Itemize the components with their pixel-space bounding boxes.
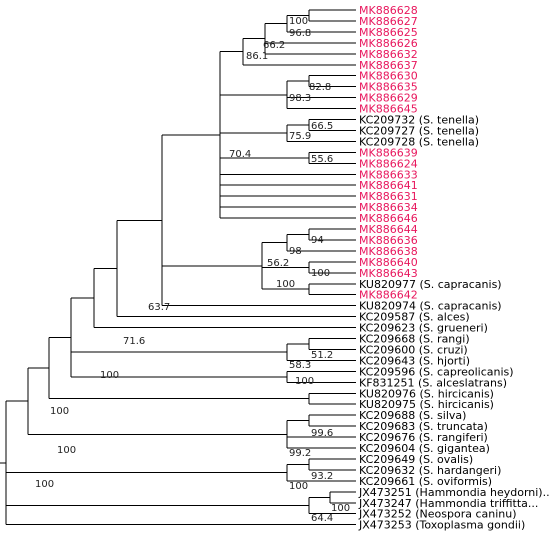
taxon-label: KC209643 (S. hjorti) [359,354,470,367]
taxon-label: KC209676 (S. rangiferi) [359,431,488,444]
support-value: 86.1 [246,51,268,62]
taxon-label: KC209688 (S. silva) [359,409,466,422]
taxon-label: KC209661 (S. oviformis) [359,475,492,488]
taxon-label: KF831251 (S. alceslatrans) [359,376,507,389]
taxon-label: KU820974 (S. capracanis) [359,300,502,313]
support-value: 66.2 [263,40,285,51]
taxon-label: MK886633 [359,168,418,181]
support-value: 100 [57,445,76,456]
support-value: 96.8 [289,28,311,39]
taxon-label: KC209728 (S. tenella) [359,135,479,148]
support-value: 100 [50,406,69,417]
taxon-label: MK886630 [359,70,418,83]
taxon-label: KU820977 (S. capracanis) [359,278,502,291]
taxon-label: KU820976 (S. hircicanis) [359,387,494,400]
support-value: 98 [289,246,302,257]
taxon-label: JX473252 (Neospora caninu) [358,508,517,521]
taxon-label: JX473247 (Hammondia triffitta... [358,497,538,510]
taxon-label: MK886626 [359,37,418,50]
taxon-label: MK886625 [359,26,418,39]
taxon-label: KC209587 (S. alces) [359,311,470,324]
support-value: 63.7 [148,302,170,313]
taxon-label: KC209596 (S. capreolicanis) [359,365,514,378]
taxon-label: MK886643 [359,267,418,280]
support-value: 100 [331,503,350,514]
taxon-label: KC209600 (S. cruzi) [359,343,468,356]
taxon-label: MK886645 [359,103,418,116]
support-value: 55.6 [311,154,333,165]
taxon-label: MK886627 [359,15,418,28]
taxon-label: MK886637 [359,59,418,72]
taxon-label: MK886631 [359,190,418,203]
taxon-label: MK886642 [359,289,418,302]
taxon-label: MK886646 [359,212,418,225]
taxon-label: MK886640 [359,256,418,269]
taxon-label: MK886624 [359,157,418,170]
support-value: 100 [311,268,330,279]
support-value: 100 [100,370,119,381]
support-value: 66.5 [311,121,333,132]
support-value: 71.6 [123,336,145,347]
support-value: 70.4 [229,149,251,160]
taxon-label: KC209732 (S. tenella) [359,114,479,127]
support-value: 100 [276,279,295,290]
support-value: 100 [289,16,308,27]
taxon-label: MK886628 [359,4,418,17]
support-value: 99.2 [289,448,311,459]
support-value: 93.2 [311,471,333,482]
taxon-label: KC209623 (S. grueneri) [359,322,488,335]
support-value: 100 [289,481,308,492]
taxon-label: KC209668 (S. rangi) [359,333,470,346]
taxon-label: KC209727 (S. tenella) [359,124,479,137]
taxon-label: MK886632 [359,48,418,61]
taxon-label: KC209632 (S. hardangeri) [359,464,501,477]
taxon-label: KU820975 (S. hircicanis) [359,398,494,411]
taxon-label: KC209604 (S. gigantea) [359,442,490,455]
taxon-label: MK886644 [359,223,418,236]
support-value: 51.2 [311,350,333,361]
taxon-label: MK886641 [359,179,418,192]
support-value: 56.2 [267,258,289,269]
taxon-label: MK886639 [359,146,418,159]
taxon-label: MK886635 [359,81,418,94]
support-value: 98.3 [289,93,311,104]
taxon-label: KC209683 (S. truncata) [359,420,488,433]
support-value: 99.6 [311,428,333,439]
taxon-label: MK886629 [359,92,418,105]
taxon-label: MK886638 [359,245,418,258]
taxon-label: JX473253 (Toxoplasma gondii) [358,519,525,532]
support-value: 58.3 [289,360,311,371]
support-value: 64.4 [311,513,333,524]
taxon-label: KC209649 (S. ovalis) [359,453,473,466]
support-value: 100 [35,479,54,490]
support-value: 94 [311,235,324,246]
support-value: 100 [295,376,314,387]
taxon-label: MK886634 [359,201,418,214]
taxon-label: MK886636 [359,234,418,247]
taxon-label: JX473251 (Hammondia heydorni)... [358,486,550,499]
support-value: 82.8 [309,82,331,93]
support-value: 75.9 [289,131,311,142]
